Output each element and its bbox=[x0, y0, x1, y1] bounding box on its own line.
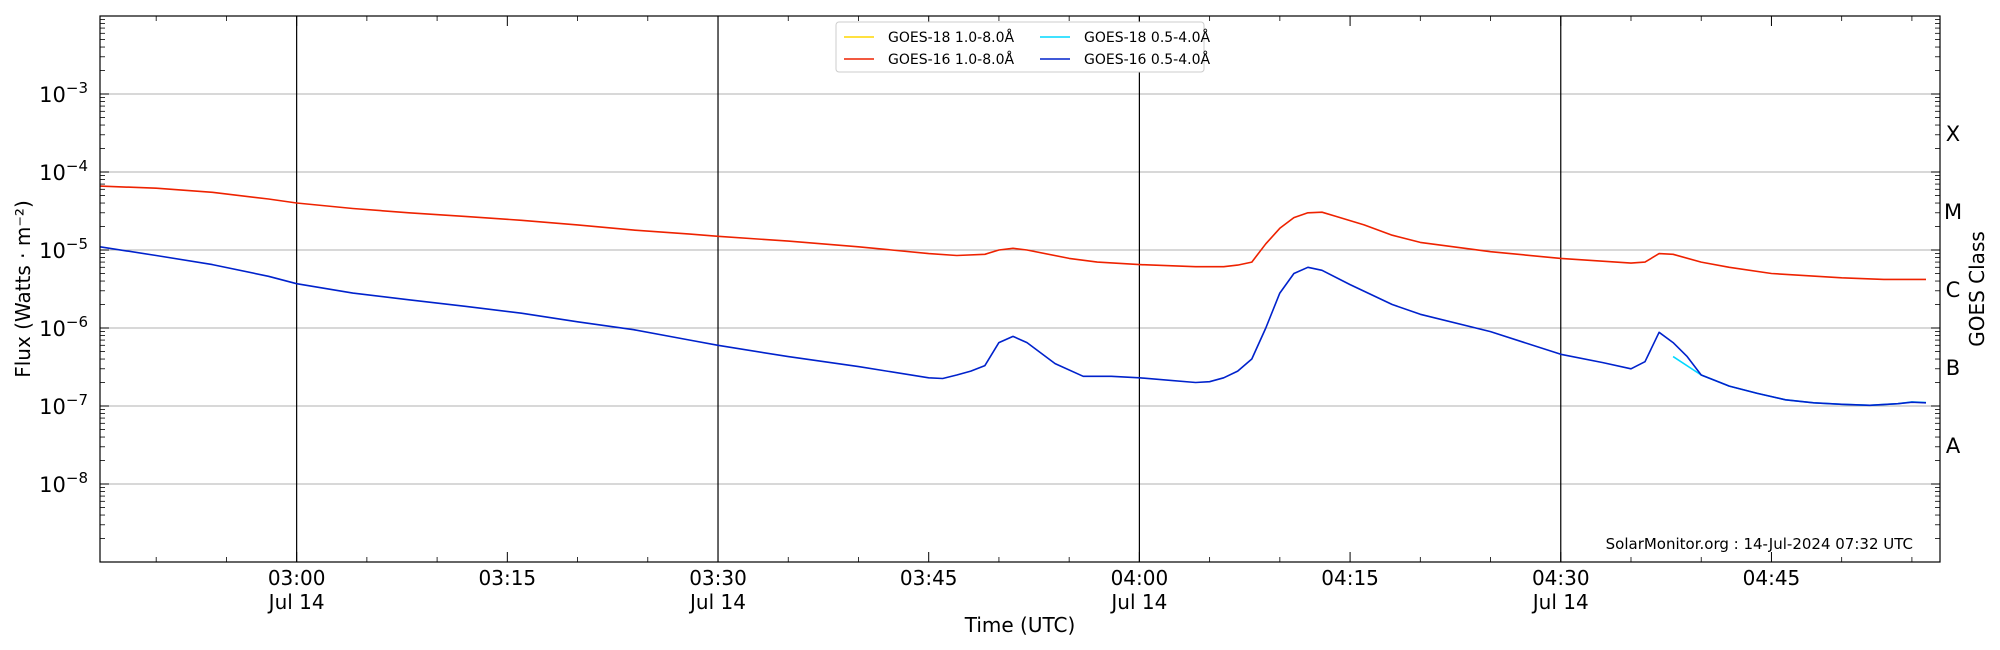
y-tick-label: 10−6 bbox=[39, 313, 88, 341]
x-tick-time-label: 04:15 bbox=[1321, 566, 1379, 590]
x-tick-time-label: 03:45 bbox=[900, 566, 958, 590]
y-tick-label: 10−5 bbox=[39, 235, 88, 263]
x-tick-time-label: 03:15 bbox=[479, 566, 537, 590]
goes-class-labels: A B C M X bbox=[1944, 122, 1962, 458]
goes-class-label: X bbox=[1946, 122, 1960, 146]
goes-class-label: C bbox=[1946, 278, 1961, 302]
x-tick-date-label: Jul 14 bbox=[688, 590, 746, 614]
goes-class-label: A bbox=[1946, 434, 1961, 458]
right-axis-label: GOES Class bbox=[1965, 231, 1989, 347]
y-axis-label: Flux (Watts · m⁻²) bbox=[11, 200, 35, 378]
x-tick-time-label: 04:45 bbox=[1743, 566, 1801, 590]
series-line bbox=[99, 185, 1926, 281]
goes-class-label: B bbox=[1946, 356, 1960, 380]
legend-entry-label: GOES-18 0.5-4.0Å bbox=[1084, 29, 1210, 46]
credit-text: SolarMonitor.org : 14-Jul-2024 07:32 UTC bbox=[1606, 535, 1913, 553]
legend: GOES-18 1.0-8.0Å GOES-16 1.0-8.0Å GOES-18 … bbox=[835, 21, 1210, 73]
legend-entry-label: GOES-16 0.5-4.0Å bbox=[1084, 51, 1210, 68]
x-tick-time-label: 03:30 bbox=[689, 566, 747, 590]
x-tick-time-label: 04:00 bbox=[1111, 566, 1169, 590]
goes-class-label: M bbox=[1944, 200, 1962, 224]
x-axis-label: Time (UTC) bbox=[964, 613, 1076, 637]
x-tick-time-label: 03:00 bbox=[268, 566, 326, 590]
y-tick-label: 10−8 bbox=[39, 469, 88, 497]
x-tick-date-label: Jul 14 bbox=[1531, 590, 1589, 614]
tick-layer bbox=[100, 16, 1940, 562]
series-line bbox=[1672, 355, 1927, 407]
legend-box bbox=[835, 21, 1205, 73]
series-layer bbox=[99, 185, 1927, 407]
legend-entry-label: GOES-18 1.0-8.0Å bbox=[888, 29, 1014, 46]
y-tick-labels: 10−8 10−7 10−6 10−5 10−4 10−3 bbox=[39, 79, 88, 497]
x-tick-date-label: Jul 14 bbox=[1109, 590, 1167, 614]
x-tick-time-label: 04:30 bbox=[1532, 566, 1590, 590]
y-tick-label: 10−7 bbox=[39, 391, 88, 419]
y-tick-label: 10−4 bbox=[39, 157, 88, 185]
legend-entry-label: GOES-16 1.0-8.0Å bbox=[888, 51, 1014, 68]
y-tick-label: 10−3 bbox=[39, 79, 88, 107]
grid-layer bbox=[100, 93, 1940, 485]
x-tick-date-label: Jul 14 bbox=[267, 590, 325, 614]
vertical-reference-lines bbox=[296, 16, 1562, 562]
series-line bbox=[99, 246, 1927, 407]
plot-frame bbox=[99, 15, 1941, 563]
